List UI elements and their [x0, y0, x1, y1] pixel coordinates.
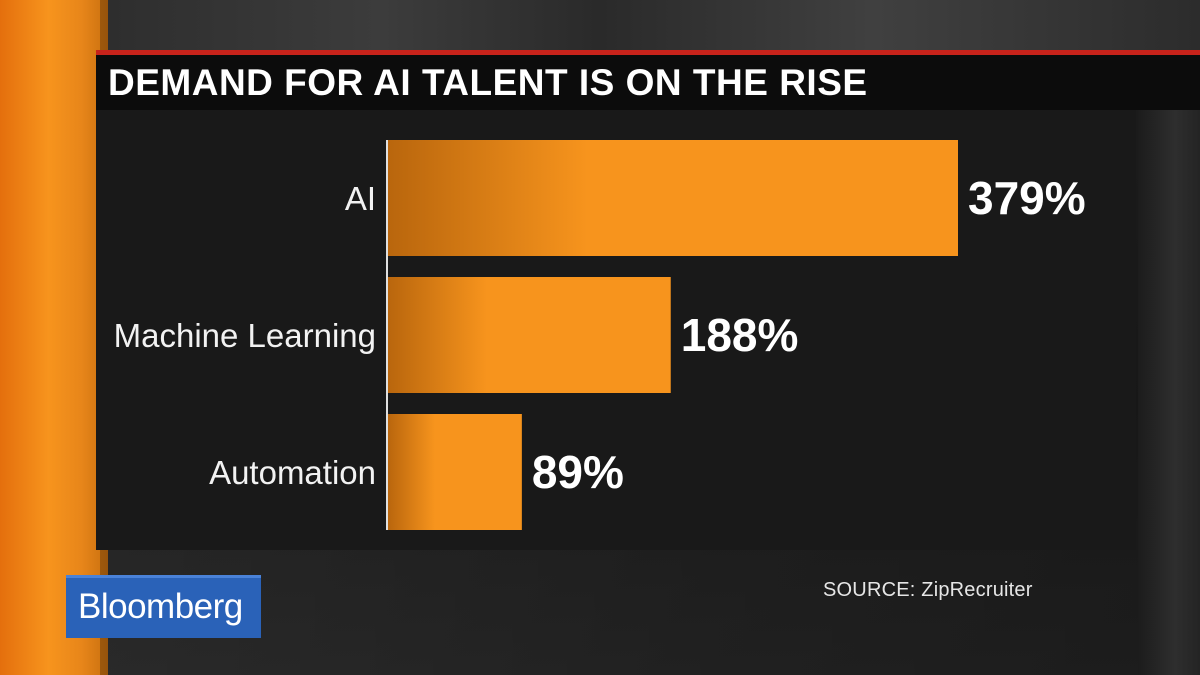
background-orange-strip — [0, 0, 108, 675]
logo-text: Bloomberg — [78, 587, 243, 626]
chart-panel: AI 379% Machine Learning 188% Automation 89% — [96, 110, 1136, 550]
source-note: SOURCE: ZipRecruiter — [823, 579, 1033, 601]
bloomberg-logo: Bloomberg — [66, 575, 261, 638]
value-label: 379% — [968, 172, 1086, 224]
bar-chart: AI 379% Machine Learning 188% Automation 89% — [114, 140, 1086, 530]
title-bar — [96, 55, 1200, 110]
background-right-panel — [1138, 52, 1200, 675]
value-label: 89% — [532, 446, 624, 498]
category-label: Automation — [209, 454, 376, 491]
bar-automation — [388, 414, 522, 530]
chart-title: DEMAND FOR AI TALENT IS ON THE RISE — [108, 62, 868, 103]
title-red-rule — [96, 50, 1200, 55]
background-top-panel — [108, 0, 1200, 52]
bar-machine-learning — [388, 277, 671, 393]
category-label: Machine Learning — [114, 317, 376, 354]
value-label: 188% — [681, 309, 799, 361]
bar-ai — [388, 140, 958, 256]
category-label: AI — [345, 180, 376, 217]
